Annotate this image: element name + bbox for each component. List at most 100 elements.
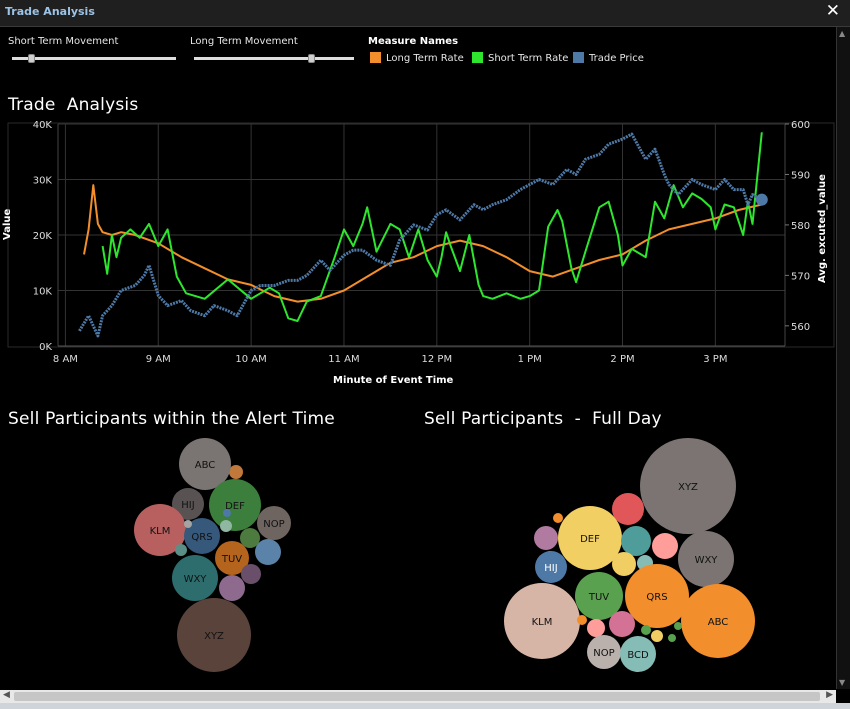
bubble-small[interactable] <box>184 520 192 528</box>
bubble-xyz[interactable] <box>177 598 251 672</box>
bubble-label: WXY <box>184 574 208 585</box>
bubble-label: TUV <box>588 592 609 603</box>
bubble-abc[interactable] <box>179 438 231 490</box>
bubble-wxy[interactable] <box>678 531 734 587</box>
legend-swatch <box>370 52 381 63</box>
bubble-label: KLM <box>150 526 171 537</box>
scroll-down-icon[interactable]: ▼ <box>839 678 846 687</box>
y-tick-label: 30K <box>33 176 53 187</box>
bubble-small[interactable] <box>621 526 651 556</box>
y-axis-title: Value <box>2 208 13 240</box>
bubble-label: TUV <box>221 554 242 565</box>
legend-item-long-term-rate[interactable]: Long Term Rate <box>370 52 464 64</box>
bubble-small[interactable] <box>534 526 558 550</box>
bubble-small[interactable] <box>241 564 261 584</box>
bubble-small[interactable] <box>219 575 245 601</box>
x-tick-label: 8 AM <box>53 354 78 365</box>
close-icon[interactable]: ✕ <box>825 1 840 21</box>
legend-item-short-term-rate[interactable]: Short Term Rate <box>472 52 568 64</box>
scroll-right-icon[interactable]: ▶ <box>826 690 833 700</box>
bubble-wxy[interactable] <box>172 555 218 601</box>
sell-participants-alert-bubbles[interactable]: ABC HIJ DEF KLM QRS NOP TUV WXY XYZ <box>0 430 420 685</box>
bubble-small[interactable] <box>641 625 651 635</box>
bubble-label: ABC <box>195 460 216 471</box>
bubble-bcd[interactable] <box>620 636 656 672</box>
bubble-nop[interactable] <box>257 506 291 540</box>
short-term-movement-handle[interactable] <box>28 54 35 63</box>
y2-tick-label: 590 <box>791 170 810 181</box>
scroll-left-icon[interactable]: ◀ <box>3 690 10 700</box>
bubble-small[interactable] <box>553 513 563 523</box>
bubble-small[interactable] <box>255 539 281 565</box>
series-line-trade-price[interactable] <box>78 132 763 338</box>
bubble-hij[interactable] <box>172 488 204 520</box>
bubble-small[interactable] <box>668 634 676 642</box>
bubble-small[interactable] <box>223 509 231 517</box>
bubble-label: DEF <box>580 534 600 545</box>
bubble-def[interactable] <box>209 479 261 531</box>
bubble-left-title: Sell Participants within the Alert Time <box>8 409 335 429</box>
bubble-small[interactable] <box>674 622 682 630</box>
window-title: Trade Analysis <box>5 5 95 18</box>
long-term-movement-label: Long Term Movement <box>190 36 298 47</box>
series-line-short-term-rate[interactable] <box>101 132 763 322</box>
bubble-label: NOP <box>593 648 614 659</box>
bubble-tuv[interactable] <box>215 541 249 575</box>
bubble-xyz[interactable] <box>640 438 736 534</box>
horizontal-scroll-thumb[interactable] <box>14 692 820 701</box>
bubble-tuv[interactable] <box>575 572 623 620</box>
short-term-movement-slider[interactable] <box>12 57 176 60</box>
trade-price-endpoint[interactable] <box>755 193 768 206</box>
bubble-label: QRS <box>191 532 212 543</box>
x-tick-label: 2 PM <box>610 354 634 365</box>
y2-tick-label: 560 <box>791 322 810 333</box>
x-tick-label: 3 PM <box>703 354 727 365</box>
bubble-label: XYZ <box>204 631 224 642</box>
bubble-klm[interactable] <box>134 504 186 556</box>
bubble-small[interactable] <box>229 465 243 479</box>
bubble-label: DEF <box>225 501 245 512</box>
horizontal-scrollbar[interactable]: ◀ ▶ <box>0 690 836 703</box>
bubble-small[interactable] <box>587 619 605 637</box>
short-term-movement-label: Short Term Movement <box>8 36 119 47</box>
y-tick-label: 10K <box>33 287 53 298</box>
x-axis-title: Minute of Event Time <box>333 375 454 386</box>
long-term-movement-handle[interactable] <box>308 54 315 63</box>
bubble-small[interactable] <box>652 533 678 559</box>
bubble-qrs[interactable] <box>184 518 220 554</box>
x-tick-label: 12 PM <box>422 354 453 365</box>
long-term-movement-slider[interactable] <box>194 57 354 60</box>
legend-swatch <box>573 52 584 63</box>
bubble-label: KLM <box>532 617 553 628</box>
bubble-hij[interactable] <box>535 551 567 583</box>
bubble-small[interactable] <box>220 520 232 532</box>
sell-participants-fullday-bubbles[interactable]: XYZ DEF WXY HIJ QRS KLM TUV ABC NOP BCD <box>420 430 836 685</box>
bubble-klm[interactable] <box>504 583 580 659</box>
bubble-label: ABC <box>708 617 729 628</box>
y-tick-label: 0K <box>39 342 52 353</box>
bubble-abc[interactable] <box>681 584 755 658</box>
bubble-label: NOP <box>263 519 284 530</box>
legend-label: Short Term Rate <box>488 53 569 64</box>
trade-analysis-chart[interactable]: 0K 10K 20K 30K 40K 560 570 580 590 600 8 AM 9 AM 10 … <box>0 118 836 393</box>
chart-ticks: 0K 10K 20K 30K 40K 560 570 580 590 600 8 AM 9 AM 10 … <box>33 120 810 365</box>
bubble-small[interactable] <box>577 615 587 625</box>
bubble-small[interactable] <box>651 630 663 642</box>
bubble-small[interactable] <box>175 544 187 556</box>
bubble-nop[interactable] <box>587 635 621 669</box>
legend-title: Measure Names <box>368 36 459 47</box>
window-titlebar: Trade Analysis ✕ <box>0 0 850 27</box>
y2-tick-label: 570 <box>791 271 810 282</box>
chart-series <box>78 132 768 338</box>
bubble-small[interactable] <box>612 552 636 576</box>
legend-swatch <box>472 52 483 63</box>
vertical-scrollbar[interactable]: ▲ ▼ <box>836 27 850 689</box>
legend-item-trade-price[interactable]: Trade Price <box>573 52 644 64</box>
scroll-up-icon[interactable]: ▲ <box>839 29 846 38</box>
bubble-qrs[interactable] <box>625 564 689 628</box>
bubble-small[interactable] <box>240 528 260 548</box>
bubble-def[interactable] <box>558 506 622 570</box>
bubble-small[interactable] <box>612 493 644 525</box>
bubble-small[interactable] <box>609 611 635 637</box>
y-tick-label: 40K <box>33 120 53 131</box>
